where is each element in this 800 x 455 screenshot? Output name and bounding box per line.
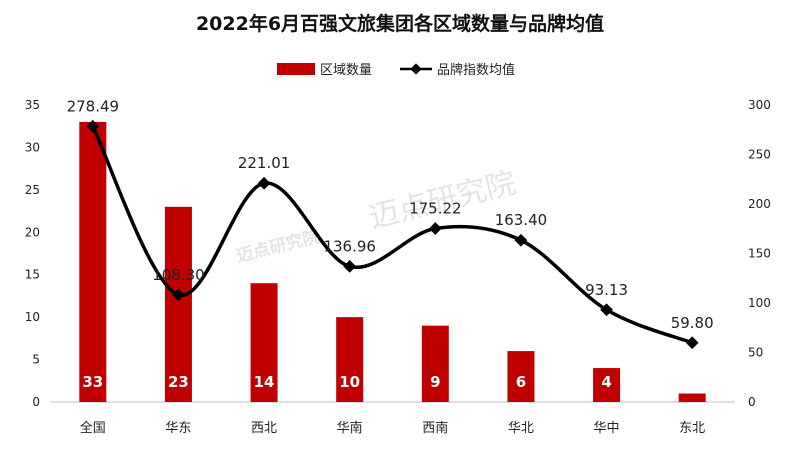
y-right-tick-label: 150	[748, 247, 771, 261]
line-point	[343, 260, 357, 273]
line-value-label: 163.40	[495, 211, 548, 229]
y-right-tick-label: 250	[748, 148, 771, 162]
watermark-text: 迈点研究院	[234, 226, 322, 267]
x-tick-label: 华南	[337, 420, 363, 436]
line-value-label: 136.96	[323, 237, 376, 255]
y-right-tick-label: 200	[748, 197, 771, 211]
line-value-label: 278.49	[67, 97, 120, 115]
bar	[164, 206, 192, 402]
bar	[593, 368, 621, 402]
y-left-tick-label: 5	[32, 353, 40, 367]
legend-bar-label: 区域数量	[320, 63, 372, 78]
x-tick-label: 华中	[594, 421, 620, 436]
bar-value-label: 10	[339, 373, 360, 391]
axes: 0 5 10 15 20 25 30 35 0 50 100 150 200 250 300 全国 华东 西北 华南…	[25, 98, 771, 436]
line-value-label: 108.30	[152, 266, 205, 284]
line-value-label: 59.80	[671, 314, 714, 332]
y-right-tick-label: 100	[748, 296, 771, 310]
line-value-label: 175.22	[409, 200, 462, 218]
bar	[250, 283, 278, 402]
bar-value-label: 9	[430, 373, 440, 391]
x-tick-label: 西北	[251, 421, 277, 436]
bar	[678, 393, 706, 402]
y-right-tick-label: 50	[748, 346, 763, 360]
y-right-tick-label: 0	[748, 395, 756, 409]
line-point	[172, 288, 185, 302]
y-left-tick-label: 20	[25, 225, 40, 239]
line-point	[257, 176, 271, 190]
x-tick-label: 东北	[679, 421, 705, 436]
bar-value-label: 4	[601, 373, 611, 391]
y-left-tick-label: 35	[25, 98, 40, 112]
bar-value-label: 33	[82, 373, 103, 391]
legend-bar-swatch	[277, 63, 315, 75]
bar-value-label: 23	[168, 373, 189, 391]
y-left-tick-label: 25	[25, 183, 40, 197]
y-left-tick-label: 0	[32, 395, 40, 409]
y-left-tick-label: 10	[25, 310, 40, 324]
legend-line-label: 品牌指数均值	[437, 62, 515, 78]
line-value-label: 221.01	[238, 154, 291, 172]
bar	[336, 317, 364, 402]
x-tick-label: 华东	[165, 421, 191, 436]
x-tick-label: 全国	[80, 420, 106, 436]
legend-line-marker	[410, 63, 422, 75]
watermark: 迈点研究院 迈点研究院	[234, 166, 519, 267]
chart-title: 2022年6月百强文旅集团各区域数量与品牌均值	[196, 12, 604, 35]
x-tick-label: 华北	[508, 421, 534, 436]
x-tick-label: 西南	[422, 420, 448, 436]
bar	[507, 351, 535, 402]
bar-value-label: 6	[516, 373, 526, 391]
line-value-label: 93.13	[585, 281, 628, 299]
bar	[421, 325, 449, 402]
data-labels: 33 23 14 10 9 6 4 278.49 108.30 221.01 136.96 175.2…	[67, 97, 714, 391]
line-point	[514, 233, 528, 247]
y-left-tick-label: 15	[25, 268, 40, 282]
y-right-tick-label: 300	[748, 98, 771, 112]
line-point	[685, 336, 699, 350]
bar	[79, 121, 107, 402]
bars	[79, 121, 706, 402]
y-left-tick-label: 30	[25, 140, 40, 154]
line-point	[428, 222, 442, 235]
legend: 区域数量 品牌指数均值	[277, 62, 515, 78]
bar-value-label: 14	[254, 373, 275, 391]
